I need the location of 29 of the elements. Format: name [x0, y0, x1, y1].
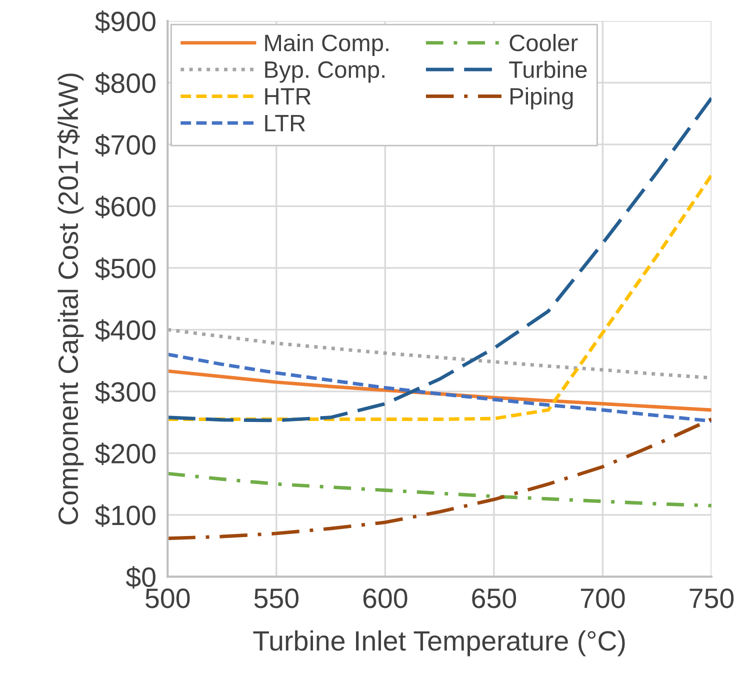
line-series [168, 472, 712, 508]
y-tick-label: $300 [95, 380, 156, 404]
legend-label: Byp. Comp. [265, 61, 384, 83]
legend-label: LTR [265, 115, 306, 132]
legend-label: Piping [510, 87, 573, 110]
y-tick-label: $900 [95, 10, 156, 33]
legend-label: HTR [265, 88, 311, 105]
x-tick-label: 750 [690, 588, 734, 608]
line-series [168, 417, 712, 540]
y-tick-label: $500 [95, 257, 156, 280]
y-axis-title: Component Capital Cost (2017$/kW) [57, 74, 84, 524]
y-tick-label: $800 [95, 72, 156, 95]
line-series [168, 174, 712, 421]
x-tick-label: 650 [472, 588, 516, 608]
line-series [168, 352, 712, 423]
x-tick-label: 700 [580, 588, 625, 608]
x-tick-label: 600 [363, 588, 408, 608]
y-tick-label: $0 [126, 566, 156, 589]
legend-label: Turbine [509, 60, 587, 78]
legend-label: Cooler [510, 34, 578, 52]
y-tick-label: $600 [95, 196, 156, 218]
y-tick-label: $400 [95, 319, 156, 342]
x-axis-title: Turbine Inlet Temperature (°C) [253, 630, 625, 656]
y-tick-label: $700 [95, 134, 156, 156]
y-tick-label: $200 [95, 442, 156, 466]
x-tick-label: 550 [254, 588, 298, 608]
y-tick-label: $100 [95, 504, 156, 527]
legend-label: Main Comp. [265, 34, 388, 56]
x-tick-label: 500 [146, 588, 190, 608]
